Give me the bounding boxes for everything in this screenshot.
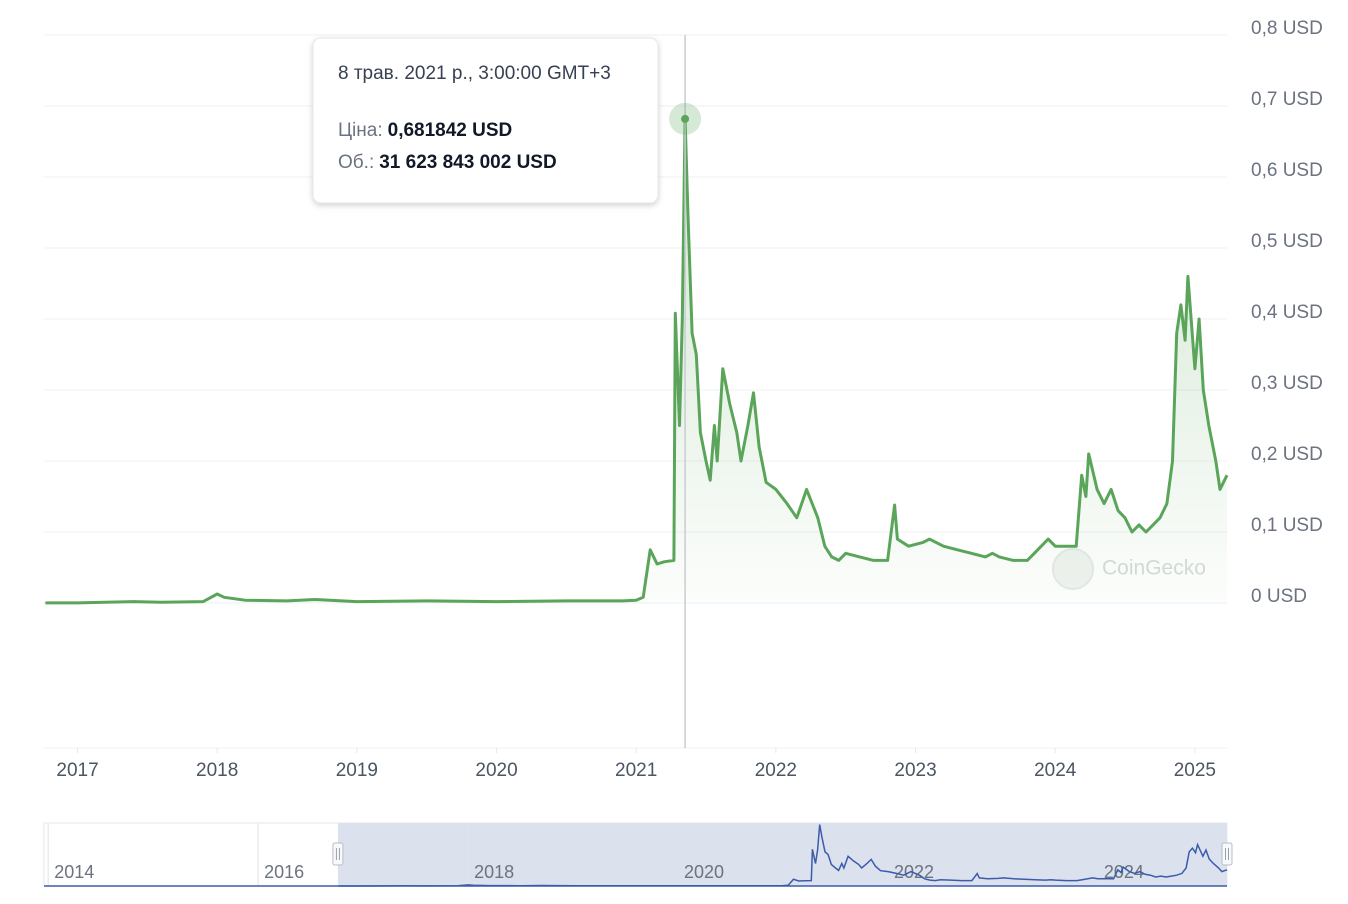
y-tick-label: 0,8 USD xyxy=(1251,18,1323,39)
tooltip-price-value: 0,681842 USD xyxy=(388,120,513,141)
tooltip-price: Ціна: 0,681842 USD xyxy=(338,120,512,141)
tooltip-price-label: Ціна: xyxy=(338,120,383,141)
price-line xyxy=(45,117,1229,605)
tooltip-volume: Об.: 31 623 843 002 USD xyxy=(338,152,557,173)
y-tick-label: 0,3 USD xyxy=(1251,373,1323,394)
navigator-tick-label: 2020 xyxy=(684,862,724,882)
navigator-tick-label: 2018 xyxy=(474,862,514,882)
y-tick-label: 0,7 USD xyxy=(1251,89,1323,110)
navigator-tick-label: 2016 xyxy=(264,862,304,882)
price-area xyxy=(45,118,1227,604)
y-tick-label: 0,6 USD xyxy=(1251,160,1323,181)
navigator-tick-label: 2022 xyxy=(894,862,934,882)
x-tick-label: 2020 xyxy=(475,760,517,781)
tooltip-volume-value: 31 623 843 002 USD xyxy=(379,152,556,173)
tooltip-box xyxy=(312,37,659,204)
y-tick-label: 0,5 USD xyxy=(1251,231,1323,252)
y-tick-label: 0,4 USD xyxy=(1251,302,1323,323)
navigator-selection xyxy=(337,823,1227,886)
x-tick-label: 2018 xyxy=(196,760,238,781)
x-tick-label: 2023 xyxy=(894,760,936,781)
x-tick-label: 2025 xyxy=(1174,760,1216,781)
x-tick-label: 2022 xyxy=(755,760,797,781)
navigator-handle[interactable] xyxy=(332,842,344,866)
navigator-tick-label: 2014 xyxy=(54,862,94,882)
tooltip-volume-label: Об.: xyxy=(338,152,374,173)
navigator-handle[interactable] xyxy=(1221,842,1233,866)
tooltip-date: 8 трав. 2021 р., 3:00:00 GMT+3 xyxy=(338,63,611,84)
x-tick-label: 2021 xyxy=(615,760,657,781)
x-tick-label: 2017 xyxy=(56,760,98,781)
x-tick-label: 2024 xyxy=(1034,760,1077,781)
y-tick-label: 0,1 USD xyxy=(1251,515,1323,536)
hover-point xyxy=(681,114,690,123)
x-tick-label: 2019 xyxy=(336,760,378,781)
y-tick-label: 0,2 USD xyxy=(1251,444,1323,465)
y-tick-label: 0 USD xyxy=(1251,586,1307,607)
